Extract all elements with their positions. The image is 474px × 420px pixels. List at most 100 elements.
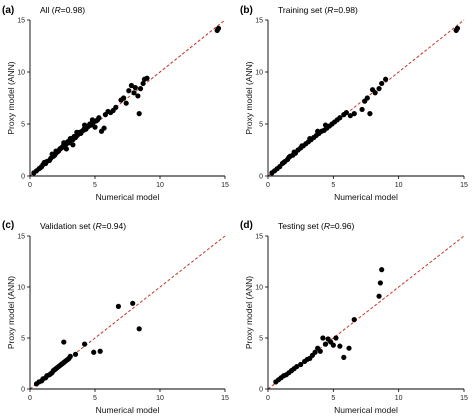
data-point [61,140,67,146]
data-point [82,122,88,128]
data-point [298,361,304,368]
y-tick-label: 5 [21,122,25,129]
data-point [341,354,347,360]
data-point [215,25,222,31]
y-tick-label: 10 [255,285,263,292]
data-point [126,88,132,94]
y-axis-label: Proxy model (ANN) [244,276,254,349]
chart-panel-c: (c) Validation set (R=0.94) 0 5 10 15 0 5 10 15 Nu… [2,220,229,415]
panel-label: (a) [2,5,14,16]
data-point [317,348,323,354]
data-point [307,135,313,142]
data-point [74,129,80,135]
data-point [346,345,352,351]
chart-title-suffix: =0.98) [333,5,358,15]
chart-title-r: R [55,5,61,15]
data-point [135,93,141,99]
data-point [91,349,97,355]
x-tick-label: 0 [28,395,32,402]
x-tick-label: 10 [156,395,164,402]
data-point [53,148,59,154]
panel-label: (c) [2,220,14,231]
x-tick-label: 15 [460,182,468,189]
chart-title-suffix: =0.96) [330,221,355,231]
data-point [351,317,357,323]
panel-label: (d) [240,220,253,231]
data-point [333,335,339,341]
x-tick-label: 10 [156,182,164,189]
data-point [379,267,385,273]
data-point [330,342,336,348]
chart-title-prefix: Validation set ( [40,221,96,231]
chart-title-r: R [96,221,102,231]
x-tick-label: 0 [28,182,32,189]
data-point [337,343,343,349]
data-point [130,300,136,306]
x-axis-label: Numerical model [334,192,398,202]
data-point [41,159,47,166]
data-point [37,165,44,171]
data-point [101,125,107,131]
data-point [322,122,329,128]
chart-title: All (R=0.98) [40,5,85,15]
data-point [376,293,382,299]
data-point [49,151,55,157]
data-point [92,124,98,130]
data-point [383,76,389,82]
data-point [294,363,300,370]
data-point [63,146,69,152]
chart-panel-d: (d) Testing set (R=0.96) 0 5 10 15 0 5 10 15 Numer… [240,220,468,415]
data-point [364,95,370,101]
data-point [359,106,365,113]
data-point [337,115,343,121]
data-point [96,115,102,121]
data-point [291,149,297,155]
data-point [136,111,142,117]
y-tick-label: 15 [255,234,263,241]
x-axis-label: Numerical model [334,405,398,415]
chart-panel-b: (b) Training set (R=0.98) 0 5 10 15 0 5 10 15 Nume… [240,5,468,202]
y-axis-label: Proxy model (ANN) [6,276,16,349]
chart-title: Testing set (R=0.96) [278,221,354,231]
x-tick-label: 0 [266,182,270,189]
data-point [57,146,63,152]
data-point [97,348,103,354]
data-point [72,351,79,357]
chart-title-prefix: Testing set ( [278,221,324,231]
data-point [144,75,150,81]
y-tick-label: 15 [17,18,25,25]
data-point [140,80,146,87]
x-tick-label: 10 [395,182,403,189]
chart-title-suffix: =0.98) [61,5,86,15]
y-tick-label: 0 [21,387,25,394]
chart-title: Validation set (R=0.94) [40,221,126,231]
x-axis-label: Numerical model [96,192,160,202]
y-tick-label: 0 [259,174,263,181]
data-point [82,341,88,347]
y-tick-label: 5 [259,336,263,343]
data-point [454,25,461,31]
chart-title-r: R [327,5,333,15]
data-point [128,82,134,89]
data-point [131,90,137,96]
x-axis-label: Numerical model [96,405,160,415]
data-point [89,117,95,123]
chart-title: Training set (R=0.98) [278,5,358,15]
x-tick-label: 10 [395,395,403,402]
data-point [115,303,121,309]
data-point [67,135,73,142]
data-point [70,142,76,148]
chart-panel-a: (a) All (R=0.98) 0 5 10 15 0 5 10 15 Numerical mod… [2,5,229,202]
x-tick-label: 0 [266,395,270,402]
y-tick-label: 10 [17,285,25,292]
data-point [132,85,138,91]
panel-label: (b) [240,5,253,16]
data-point [286,154,292,160]
data-point [61,339,67,345]
y-tick-label: 10 [255,70,263,77]
data-point [121,95,127,101]
x-tick-label: 5 [93,182,97,189]
data-point [136,326,142,332]
data-point [372,90,378,96]
x-tick-label: 5 [331,182,335,189]
